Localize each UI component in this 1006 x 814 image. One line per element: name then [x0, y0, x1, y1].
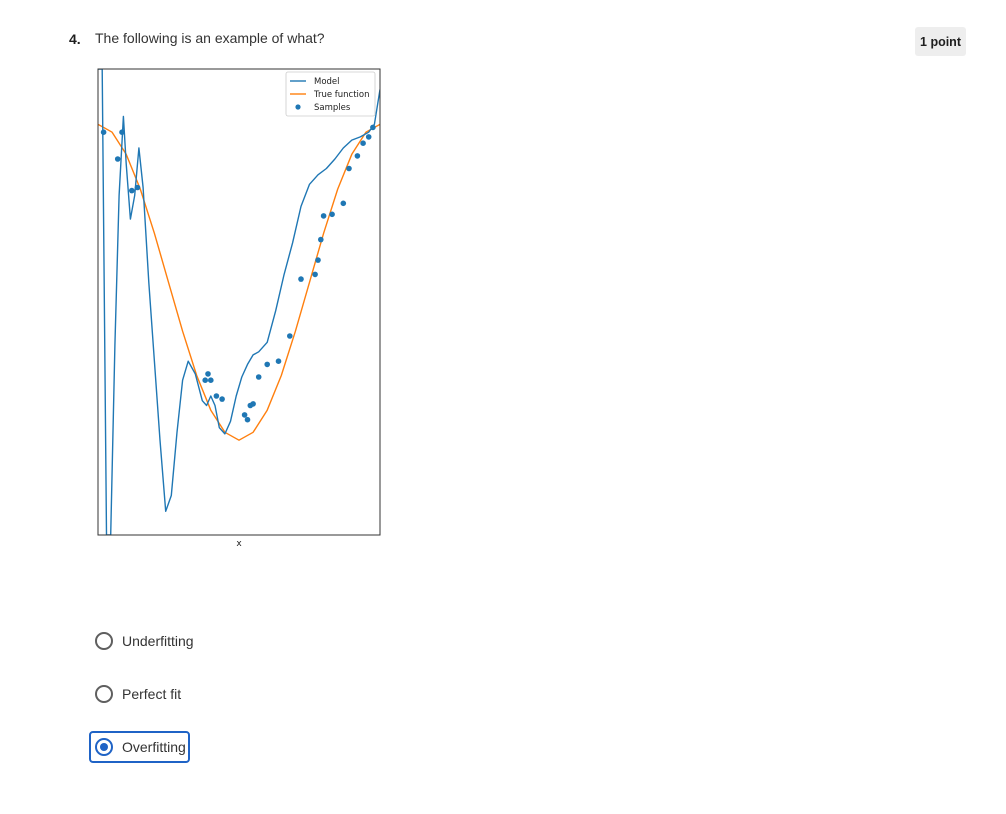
sample-point — [298, 276, 304, 282]
legend-label-model: Model — [314, 77, 340, 87]
sample-point — [329, 211, 335, 218]
option-overfitting[interactable]: Overfitting — [89, 731, 190, 763]
sample-point — [100, 129, 107, 135]
sample-point — [354, 153, 361, 159]
sample-point — [320, 213, 327, 219]
sample-point — [360, 140, 366, 146]
sample-point — [119, 129, 125, 135]
x-axis-label: x — [236, 539, 242, 549]
radio-circle[interactable] — [95, 738, 113, 756]
sample-point — [244, 416, 251, 423]
question-text: The following is an example of what? — [95, 30, 325, 46]
sample-point — [275, 358, 282, 365]
sample-point — [255, 374, 262, 380]
sample-point — [370, 124, 376, 131]
chart-svg: x Model True function Samples — [97, 68, 381, 549]
radio-circle[interactable] — [95, 632, 113, 650]
option-label: Overfitting — [122, 739, 186, 755]
plot-frame — [97, 68, 381, 536]
sample-point — [315, 257, 321, 263]
sample-point — [365, 134, 372, 140]
series-line-true-function — [98, 123, 380, 441]
sample-point — [129, 187, 135, 194]
sample-point — [202, 377, 208, 384]
question-number: 4. — [69, 31, 81, 47]
radio-circle[interactable] — [95, 685, 113, 703]
sample-point — [287, 333, 293, 339]
sample-point — [219, 396, 225, 402]
sample-point — [205, 371, 211, 377]
sample-point — [264, 361, 270, 368]
sample-point — [241, 412, 248, 418]
sample-point — [134, 184, 141, 191]
sample-point — [114, 156, 121, 162]
sample-point — [208, 377, 214, 384]
option-label: Perfect fit — [122, 686, 182, 702]
sample-point — [250, 401, 256, 407]
sample-point — [318, 236, 324, 243]
series-line-model — [98, 69, 380, 535]
option-label: Underfitting — [122, 633, 194, 649]
sample-point — [340, 200, 347, 207]
option-underfitting[interactable]: Underfitting — [91, 627, 196, 655]
sample-point — [213, 393, 220, 399]
legend-label-samples: Samples — [314, 103, 351, 113]
points-badge: 1 point — [915, 27, 966, 56]
legend-marker-samples — [295, 104, 301, 110]
sample-point — [312, 271, 318, 278]
legend-box — [285, 71, 376, 117]
option-perfect-fit[interactable]: Perfect fit — [91, 680, 183, 708]
sample-point — [346, 165, 352, 172]
chart: x Model True function Samples — [90, 60, 390, 555]
legend-label-true-function: True function — [313, 90, 369, 100]
